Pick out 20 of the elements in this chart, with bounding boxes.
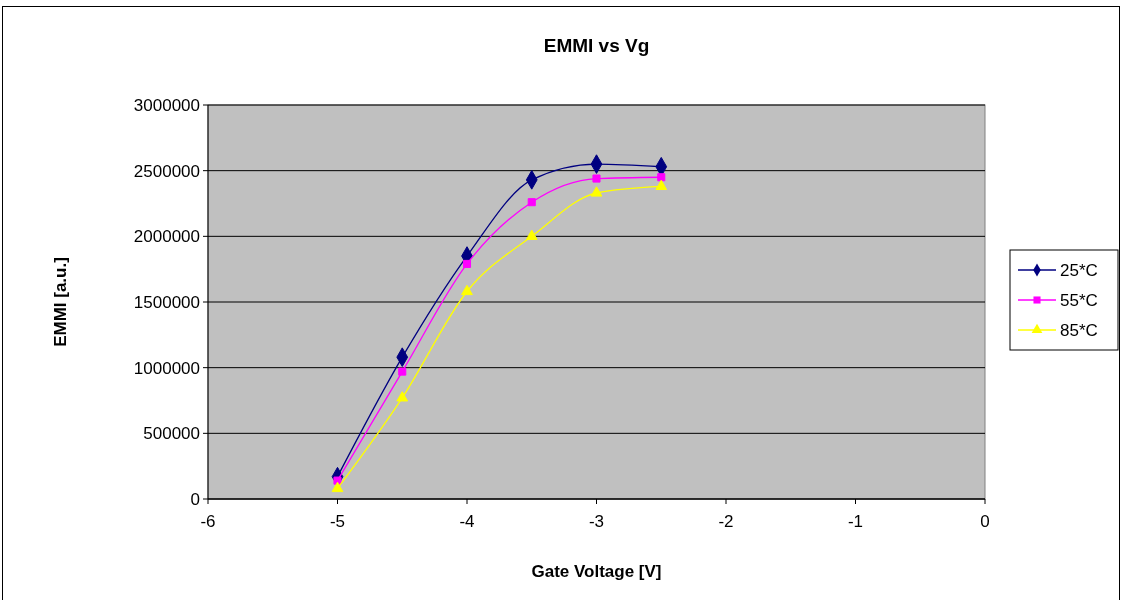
legend-label: 85*C xyxy=(1060,320,1098,340)
x-tick-label: -6 xyxy=(200,512,216,531)
chart-title: EMMI vs Vg xyxy=(543,35,650,56)
x-tick-label: -1 xyxy=(847,512,864,531)
y-axis-title: EMMI [a.u.] xyxy=(51,257,70,347)
x-tick-label: -4 xyxy=(459,512,475,531)
y-tick-label: 2500000 xyxy=(133,161,200,181)
x-tick-label: -2 xyxy=(718,512,734,531)
y-tick-label: 500000 xyxy=(143,424,200,444)
y-tick-label: 0 xyxy=(190,489,200,509)
y-tick-label: 3000000 xyxy=(133,95,200,115)
x-tick-label: -5 xyxy=(329,512,346,531)
x-axis-title: Gate Voltage [V] xyxy=(531,562,662,581)
legend-label: 25*C xyxy=(1060,260,1098,280)
y-tick-label: 2000000 xyxy=(133,227,200,247)
y-tick-label: 1500000 xyxy=(133,292,200,312)
x-tick-label: 0 xyxy=(980,512,990,531)
legend-label: 55*C xyxy=(1060,290,1098,310)
x-tick-label: -3 xyxy=(588,512,605,531)
y-tick-label: 1000000 xyxy=(133,358,200,378)
